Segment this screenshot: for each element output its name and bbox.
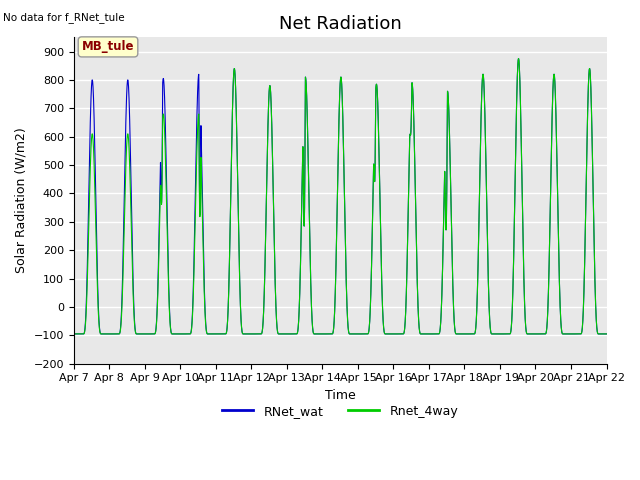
X-axis label: Time: Time (324, 389, 355, 402)
Text: MB_tule: MB_tule (82, 40, 134, 53)
RNet_wat (320, 331, 328, 337)
Line: Rnet_4way: Rnet_4way (74, 59, 607, 334)
Legend: RNet_wat, Rnet_4way: RNet_wat, Rnet_4way (217, 400, 463, 423)
Rnet_4way (320, 331, 328, 337)
Rnet_4way (430, 331, 438, 337)
RNet_wat (166, 307, 173, 312)
Rnet_4way (515, 56, 522, 61)
RNet_wat (603, 331, 611, 337)
RNet_wat (602, 331, 610, 337)
Rnet_4way (603, 331, 611, 337)
Rnet_4way (70, 331, 77, 337)
Rnet_4way (166, 310, 173, 316)
RNet_wat (490, 331, 497, 337)
Rnet_4way (602, 331, 610, 337)
RNet_wat (430, 331, 438, 337)
Title: Net Radiation: Net Radiation (279, 15, 401, 33)
RNet_wat (460, 331, 467, 337)
Rnet_4way (490, 331, 497, 337)
RNet_wat (515, 56, 522, 61)
Rnet_4way (460, 331, 467, 337)
RNet_wat (70, 331, 77, 337)
Text: No data for f_RNet_tule: No data for f_RNet_tule (3, 12, 125, 23)
Line: RNet_wat: RNet_wat (74, 59, 607, 334)
Y-axis label: Solar Radiation (W/m2): Solar Radiation (W/m2) (15, 128, 28, 274)
